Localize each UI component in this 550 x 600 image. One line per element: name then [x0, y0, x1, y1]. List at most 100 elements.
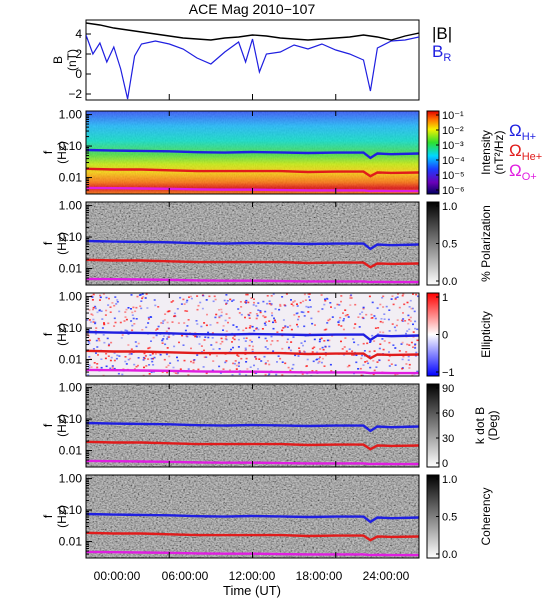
ellipticity-speckle: [383, 340, 386, 342]
ellipticity-speckle: [90, 366, 93, 368]
ellipticity-speckle: [330, 306, 332, 308]
ellipticity-speckle: [354, 323, 357, 325]
x-tick-label-3: 18:00:00: [296, 569, 343, 583]
ellipticity-speckle: [200, 325, 203, 328]
ellipticity-speckle: [404, 320, 407, 322]
ellipticity-speckle: [355, 354, 358, 356]
ellipticity-speckle: [142, 359, 145, 361]
ellipticity-speckle: [177, 372, 180, 374]
ellipticity-speckle: [150, 357, 153, 360]
ellipticity-speckle: [120, 330, 123, 333]
ellipticity-speckle: [313, 338, 316, 341]
ellipticity-speckle: [249, 366, 252, 368]
ellipticity-speckle: [362, 374, 364, 376]
ellipticity-speckle: [266, 360, 269, 362]
ellipticity-speckle: [137, 364, 139, 367]
ellipticity-speckle: [114, 296, 117, 298]
ellipticity-speckle: [166, 371, 169, 374]
ellipticity-speckle: [388, 330, 391, 332]
ellipticity-speckle: [178, 341, 180, 344]
ellipticity-speckle: [116, 354, 119, 357]
ellipticity-speckle: [331, 316, 334, 318]
ellipticity-speckle: [290, 328, 293, 331]
legend-b-magnitude: |B|: [432, 24, 452, 43]
ellipticity-speckle: [131, 311, 134, 314]
ellipticity-speckle: [133, 363, 136, 366]
ellipticity-speckle: [91, 299, 94, 301]
ellipticity-speckle: [277, 355, 280, 357]
ellipticity-speckle: [88, 339, 91, 342]
ellipticity-speckle: [281, 329, 284, 332]
ellipticity-speckle: [149, 354, 152, 356]
ellipticity-speckle: [221, 340, 224, 343]
ellipticity-speckle: [307, 306, 310, 309]
ellipticity-speckle: [321, 357, 324, 360]
colorbar-label: k dot B: [473, 407, 487, 444]
ellipticity-speckle: [393, 326, 396, 329]
ellipticity-speckle: [96, 311, 99, 314]
colorbar-tick-label: 90: [442, 383, 454, 395]
ellipticity-speckle: [329, 363, 332, 366]
ellipticity-speckle: [398, 306, 401, 309]
ellipticity-speckle: [264, 324, 267, 326]
ellipticity-speckle: [199, 301, 202, 304]
ellipticity-speckle: [303, 351, 306, 353]
ellipticity-speckle: [323, 340, 326, 342]
ellipticity-speckle: [184, 329, 187, 332]
ellipticity-speckle: [208, 295, 211, 298]
ellipticity-speckle: [401, 358, 404, 361]
y-tick-label: 0.01: [59, 262, 83, 276]
ellipticity-speckle: [94, 333, 97, 335]
ellipticity-speckle: [394, 364, 397, 366]
ellipticity-speckle: [329, 302, 332, 304]
ellipticity-speckle: [185, 335, 188, 337]
ellipticity-speckle: [257, 309, 260, 311]
ellipticity-speckle: [216, 321, 219, 324]
ellipticity-speckle: [273, 317, 275, 320]
ellipticity-speckle: [166, 338, 169, 340]
ellipticity-speckle: [115, 303, 118, 305]
ellipticity-speckle: [120, 337, 123, 339]
ellipticity-speckle: [368, 350, 371, 353]
ellipticity-speckle: [129, 357, 132, 360]
ellipticity-speckle: [307, 311, 310, 313]
ellipticity-speckle: [93, 362, 96, 364]
ellipticity-speckle: [341, 348, 344, 350]
ellipticity-speckle: [187, 374, 190, 376]
ellipticity-speckle: [165, 353, 168, 356]
ellipticity-speckle: [215, 313, 218, 316]
ellipticity-speckle: [316, 358, 318, 361]
ellipticity-speckle: [353, 327, 356, 329]
ellipticity-speckle: [182, 344, 185, 346]
ellipticity-speckle: [128, 353, 131, 356]
ellipticity-speckle: [171, 321, 174, 323]
ellipticity-speckle: [357, 344, 360, 346]
gyro-legend-sub: He+: [522, 151, 543, 163]
ellipticity-speckle: [125, 363, 128, 365]
ellipticity-speckle: [183, 303, 186, 305]
ellipticity-speckle: [278, 308, 281, 311]
ellipticity-speckle: [324, 328, 327, 331]
ellipticity-speckle: [376, 361, 379, 363]
gyro-line-Oplus: [86, 459, 419, 466]
ellipticity-speckle: [252, 345, 254, 348]
ellipticity-speckle: [218, 348, 221, 350]
ellipticity-speckle: [409, 316, 412, 319]
ellipticity-speckle: [308, 299, 311, 301]
ellipticity-speckle: [359, 367, 362, 370]
ellipticity-speckle: [213, 295, 216, 298]
ellipticity-speckle: [203, 322, 206, 324]
ellipticity-speckle: [87, 374, 90, 376]
ellipticity-speckle: [401, 367, 404, 370]
ellipticity-speckle: [408, 363, 411, 366]
ellipticity-speckle: [137, 342, 140, 345]
ellipticity-speckle: [111, 365, 114, 367]
ellipticity-speckle: [398, 350, 401, 352]
ellipticity-speckle: [128, 352, 131, 355]
colorbar-tick-label: 0.0: [442, 276, 457, 288]
ellipticity-speckle: [151, 360, 154, 363]
ellipticity-speckle: [407, 322, 410, 325]
ellipticity-speckle: [95, 327, 98, 329]
ellipticity-speckle: [296, 312, 299, 314]
ellipticity-speckle: [109, 359, 112, 362]
